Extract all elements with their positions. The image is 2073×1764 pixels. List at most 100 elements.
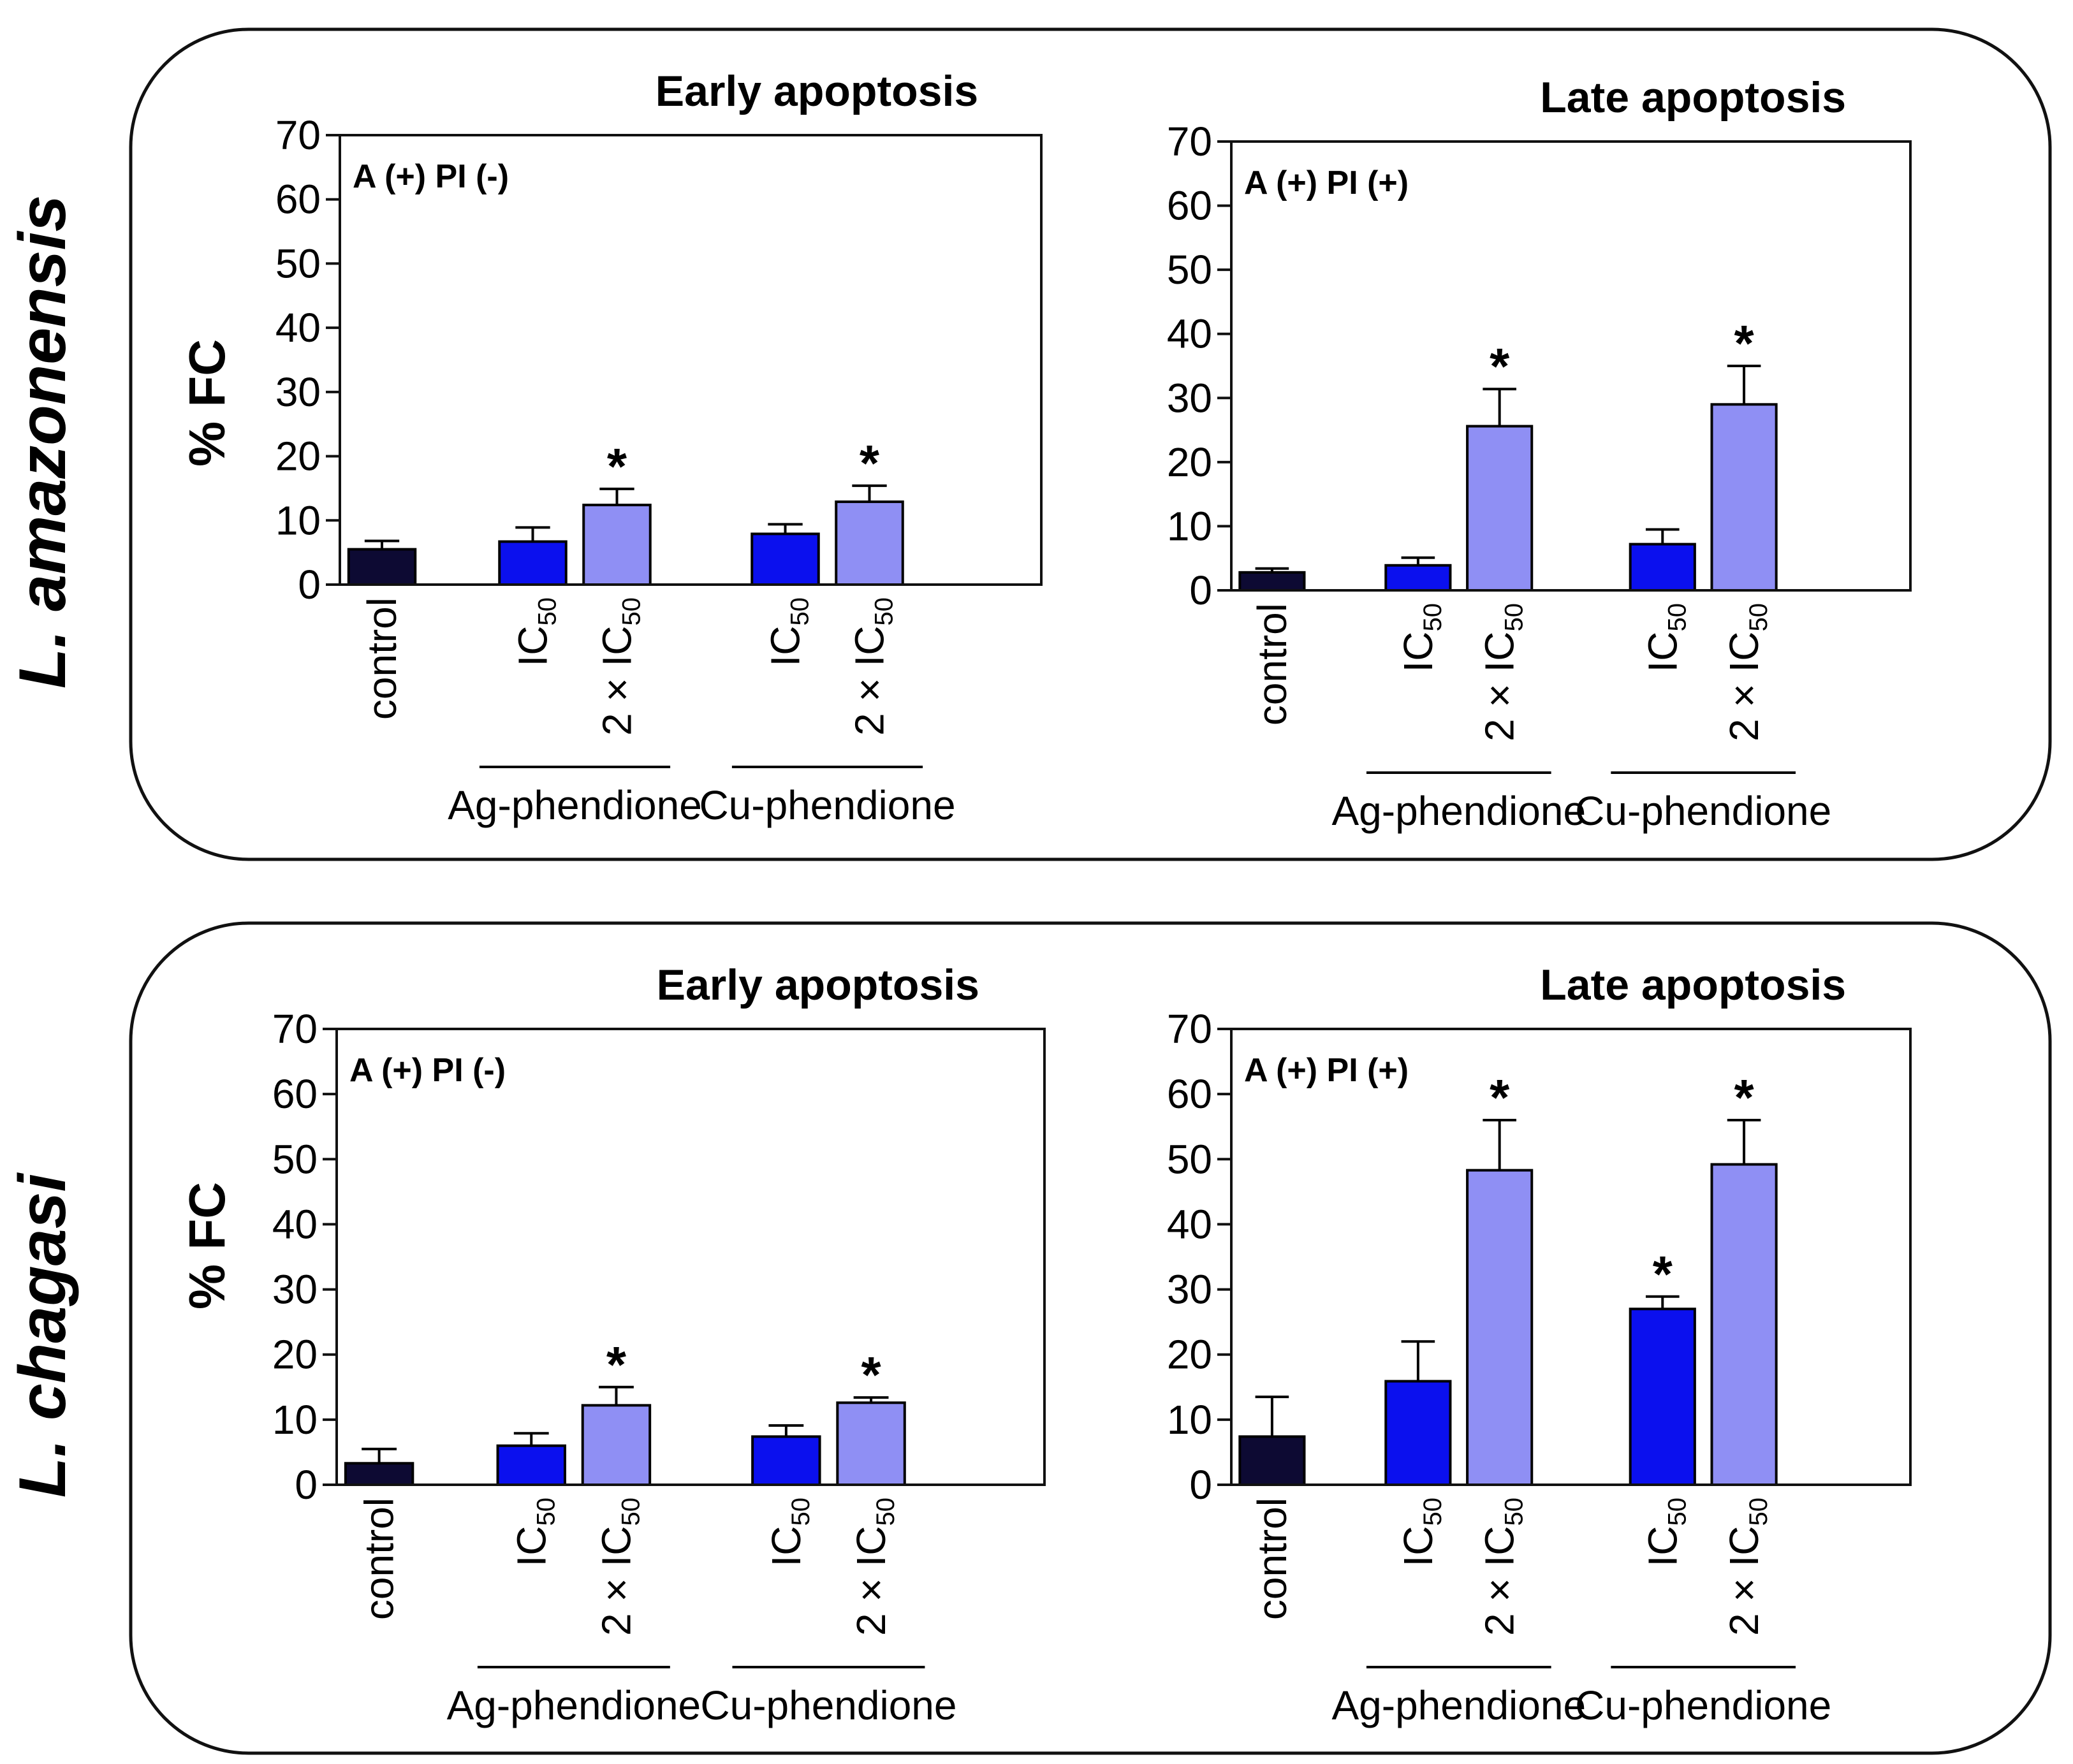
chart-title: Early apoptosis — [656, 67, 978, 115]
y-tick-label: 70 — [272, 1006, 318, 1052]
bar — [1629, 543, 1696, 592]
y-tick-label: 50 — [1167, 247, 1212, 293]
category-label: control — [356, 1498, 402, 1620]
group-label: Cu-phendione — [1575, 788, 1831, 834]
significance-star: * — [1490, 338, 1510, 395]
plot-frame — [335, 1028, 1046, 1486]
group-label: Cu-phendione — [699, 782, 955, 828]
y-tick-label: 30 — [1167, 1267, 1212, 1313]
bar — [1466, 425, 1534, 592]
category-label: 2 × IC50 — [593, 1498, 645, 1636]
y-tick-label: 50 — [1167, 1136, 1212, 1182]
plot-frame — [1230, 1028, 1912, 1486]
y-tick-label: 60 — [1167, 183, 1212, 229]
chart-amazonensis-early: Early apoptosis A (+) PI (-) 0 10 20 30 40 50 60… — [275, 67, 1043, 828]
significance-star: * — [1490, 1069, 1510, 1126]
category-label: 2 × IC50 — [1721, 1498, 1773, 1636]
group-label: Ag-phendione — [448, 782, 702, 828]
ylabel-chagasi: % FC — [179, 1182, 235, 1309]
y-tick-label: 40 — [1167, 1201, 1212, 1247]
significance-star: * — [1734, 1069, 1755, 1126]
category-label: 2 × IC50 — [1477, 603, 1528, 741]
chart-chagasi-early: Early apoptosis A (+) PI (-) 0 10 20 30 40 50 60… — [272, 961, 1046, 1728]
bar — [496, 1444, 566, 1487]
bar — [751, 532, 820, 587]
bar — [1238, 571, 1306, 592]
y-tick-label: 70 — [1167, 1006, 1212, 1052]
category-label: 2 × IC50 — [1477, 1498, 1528, 1636]
bar — [1238, 1435, 1306, 1487]
significance-star: * — [860, 435, 880, 492]
y-tick-label: 40 — [272, 1201, 318, 1247]
y-tick-label: 20 — [275, 434, 321, 479]
category-label: 2 × IC50 — [594, 597, 646, 736]
bar — [835, 500, 904, 586]
y-tick-label: 0 — [1189, 1462, 1212, 1508]
y-tick-label: 20 — [1167, 1332, 1212, 1378]
y-tick-label: 20 — [1167, 439, 1212, 485]
bar — [1710, 403, 1778, 592]
chart-chagasi-late: Late apoptosis A (+) PI (+) 0 10 20 30 40 50 60 7… — [1167, 961, 1912, 1728]
y-tick-label: 10 — [272, 1397, 318, 1443]
chart-annotation: A (+) PI (+) — [1244, 1052, 1409, 1089]
chart-title: Late apoptosis — [1540, 73, 1846, 122]
panel-amazonensis-box — [129, 27, 2052, 861]
bar — [582, 504, 652, 586]
y-tick-label: 0 — [1189, 567, 1212, 613]
chart-annotation: A (+) PI (-) — [349, 1052, 506, 1089]
bar — [581, 1404, 652, 1487]
category-label: IC50 — [508, 1498, 560, 1567]
y-tick-label: 40 — [1167, 311, 1212, 357]
group-label: Cu-phendione — [700, 1682, 956, 1728]
group-label: Ag-phendione — [1331, 1682, 1586, 1728]
bar — [498, 540, 568, 586]
category-label: IC50 — [763, 597, 814, 667]
y-tick-label: 50 — [275, 240, 321, 286]
y-tick-label: 10 — [275, 497, 321, 543]
y-tick-label: 0 — [295, 1462, 318, 1508]
y-tick-label: 60 — [1167, 1071, 1212, 1117]
y-tick-label: 60 — [272, 1071, 318, 1117]
category-label: IC50 — [1395, 1498, 1447, 1567]
category-label: IC50 — [763, 1498, 815, 1567]
plot-frame — [339, 134, 1043, 586]
group-label: Ag-phendione — [1331, 788, 1586, 834]
plot-frame — [1230, 140, 1912, 592]
y-tick-label: 60 — [275, 177, 321, 222]
category-label: 2 × IC50 — [847, 597, 898, 736]
species-label-chagasi: L. chagasi — [6, 1172, 80, 1498]
category-label: IC50 — [1395, 603, 1447, 673]
chart-title: Late apoptosis — [1540, 961, 1846, 1009]
category-label: 2 × IC50 — [848, 1498, 900, 1636]
y-tick-label: 70 — [275, 112, 321, 158]
panel-chagasi-box — [129, 921, 2052, 1755]
category-label: control — [359, 597, 405, 720]
significance-star: * — [1653, 1246, 1673, 1302]
y-tick-label: 10 — [1167, 1397, 1212, 1443]
bar — [836, 1401, 906, 1487]
chart-annotation: A (+) PI (-) — [353, 158, 509, 195]
category-label: IC50 — [1639, 1498, 1691, 1567]
group-label: Cu-phendione — [1575, 1682, 1831, 1728]
category-label: control — [1249, 1498, 1295, 1620]
significance-star: * — [1734, 315, 1755, 372]
bar — [1629, 1308, 1696, 1487]
y-tick-label: 20 — [272, 1332, 318, 1378]
chart-title: Early apoptosis — [657, 961, 979, 1009]
bar — [1710, 1163, 1778, 1486]
y-tick-label: 0 — [298, 562, 321, 608]
y-tick-label: 40 — [275, 305, 321, 351]
significance-star: * — [607, 438, 627, 495]
chart-amazonensis-late: Late apoptosis A (+) PI (+) 0 10 20 30 40 50 60 7… — [1167, 73, 1912, 834]
chart-annotation: A (+) PI (+) — [1244, 164, 1409, 201]
y-tick-label: 30 — [272, 1267, 318, 1313]
y-tick-label: 30 — [1167, 375, 1212, 421]
ylabel-amazonensis: % FC — [179, 339, 235, 467]
significance-star: * — [861, 1346, 881, 1403]
bar — [1384, 564, 1452, 592]
significance-star: * — [606, 1336, 627, 1393]
bar — [1466, 1169, 1534, 1487]
category-label: 2 × IC50 — [1721, 603, 1773, 741]
bar — [347, 548, 417, 586]
